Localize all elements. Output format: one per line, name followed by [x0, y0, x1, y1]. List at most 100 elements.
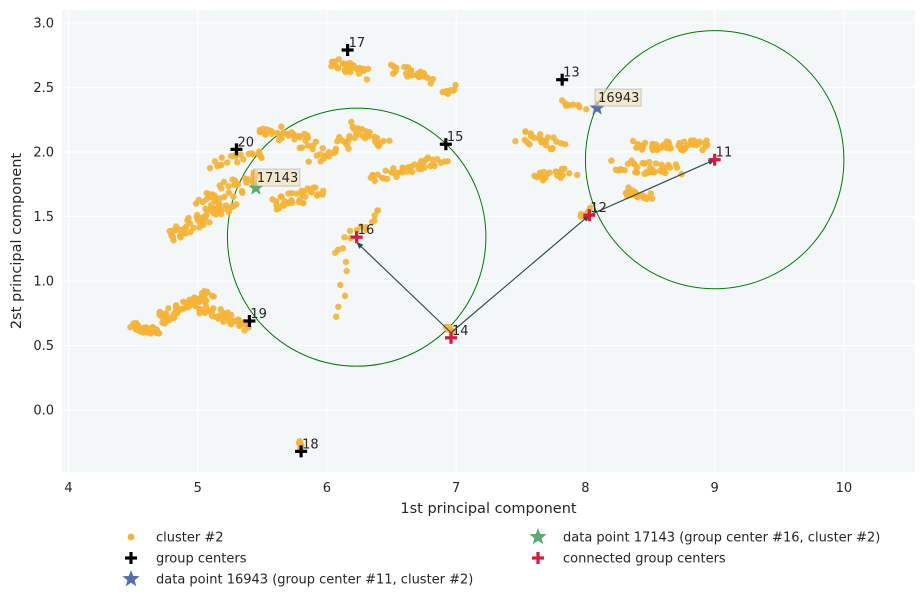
legend-swatch-plus-v	[129, 552, 133, 564]
cluster-point	[339, 245, 347, 252]
cluster-point	[202, 297, 210, 304]
data-point-label-box	[253, 168, 301, 187]
cluster-point	[216, 162, 224, 169]
y-axis-ticks: 0.0 0.5 1.0 1.5 2.0 2.5 3.0	[33, 16, 54, 418]
cluster-point	[370, 172, 377, 179]
cluster-point	[583, 105, 590, 113]
cluster-point	[562, 140, 569, 148]
plot-area	[62, 10, 915, 472]
cluster-point	[275, 136, 283, 144]
y-tick-label: 1.5	[33, 210, 54, 225]
y-axis-label: 2st principal component	[9, 153, 25, 330]
cluster-point	[237, 151, 244, 158]
connected-center-marker-v	[355, 231, 359, 244]
cluster-point	[218, 185, 225, 192]
cluster-point	[234, 159, 241, 166]
connected-center-label: 12	[590, 201, 607, 216]
x-tick-label: 5	[194, 481, 202, 496]
group-center-marker	[230, 143, 243, 156]
cluster-point	[332, 145, 340, 153]
cluster-point	[566, 170, 573, 177]
cluster-point	[319, 144, 326, 152]
cluster-point	[624, 160, 632, 168]
data-point-label-box	[594, 88, 642, 107]
cluster-point	[382, 167, 389, 174]
legend: cluster #2 group centers data point 16943 …	[122, 528, 880, 588]
cluster-point	[228, 311, 235, 319]
x-tick-label: 9	[711, 481, 719, 496]
group-center-marker-v	[234, 143, 239, 156]
group-center-label: 17	[349, 36, 366, 51]
cluster-point	[332, 313, 340, 320]
cluster-point	[429, 161, 437, 168]
legend-swatch-star	[122, 570, 140, 587]
cluster-point	[304, 142, 312, 149]
cluster-point	[298, 144, 306, 151]
legend-swatch-plus-v	[536, 552, 540, 564]
cluster-point	[225, 183, 232, 190]
cluster-point	[371, 135, 379, 143]
cluster-point	[220, 178, 228, 186]
cluster-point	[617, 165, 624, 173]
cluster-point	[647, 164, 654, 171]
cluster-point	[220, 318, 227, 325]
cluster-point	[411, 161, 418, 168]
cluster-point	[199, 198, 206, 206]
cluster-point	[290, 131, 297, 138]
y-tick-label: 2.0	[33, 145, 54, 160]
cluster-point	[389, 62, 397, 70]
cluster-point	[659, 168, 667, 176]
legend-label: group centers	[156, 552, 247, 567]
data-point-label: 16943	[598, 91, 639, 106]
radius-circles	[226, 30, 845, 367]
cluster-point	[512, 138, 519, 145]
cluster-point	[296, 134, 303, 141]
cluster-point	[648, 195, 656, 202]
cluster-point	[343, 267, 350, 275]
cluster-point	[279, 201, 287, 208]
cluster-point	[320, 155, 328, 162]
cluster-point	[651, 169, 658, 176]
cluster-point	[363, 76, 371, 83]
cluster-point	[673, 164, 681, 171]
cluster-point	[309, 142, 317, 149]
group-center-marker-v	[299, 445, 303, 458]
cluster-point	[233, 180, 241, 188]
y-tick-label: 1.0	[33, 275, 54, 290]
radius-circle	[226, 107, 487, 367]
cluster-point	[285, 190, 292, 197]
cluster-point	[207, 202, 215, 209]
connected-center-marker	[445, 331, 458, 344]
cluster-point	[163, 313, 171, 320]
cluster-point	[181, 225, 188, 232]
cluster-point	[703, 137, 710, 144]
cluster-point	[216, 204, 223, 211]
connected-center-label: 14	[452, 324, 469, 339]
cluster-point	[569, 101, 577, 108]
connected-center-marker	[708, 153, 721, 166]
group-center-label: 15	[447, 130, 464, 145]
center-markers	[230, 44, 721, 458]
cluster-point	[168, 231, 175, 239]
connected-center-marker	[583, 209, 596, 222]
cluster-point	[383, 175, 391, 183]
cluster-point	[360, 66, 367, 74]
cluster-point	[296, 196, 303, 204]
cluster-point	[289, 199, 296, 206]
group-center-label: 19	[250, 307, 267, 322]
cluster-point	[450, 87, 457, 94]
cluster-point	[608, 157, 615, 164]
cluster-point	[278, 193, 285, 200]
legend-swatch-dot	[127, 533, 135, 541]
cluster-point	[236, 322, 243, 330]
legend-label: connected group centers	[563, 552, 726, 567]
cluster-point	[416, 73, 424, 80]
cluster-point	[390, 165, 397, 172]
cluster-point	[193, 211, 201, 219]
cluster-point	[342, 139, 349, 147]
cluster-point	[639, 143, 647, 151]
cluster-point	[659, 143, 667, 150]
cluster-point	[340, 60, 347, 67]
legend-label: data point 17143 (group center #16, clus…	[563, 531, 880, 546]
cluster-point	[224, 159, 231, 166]
